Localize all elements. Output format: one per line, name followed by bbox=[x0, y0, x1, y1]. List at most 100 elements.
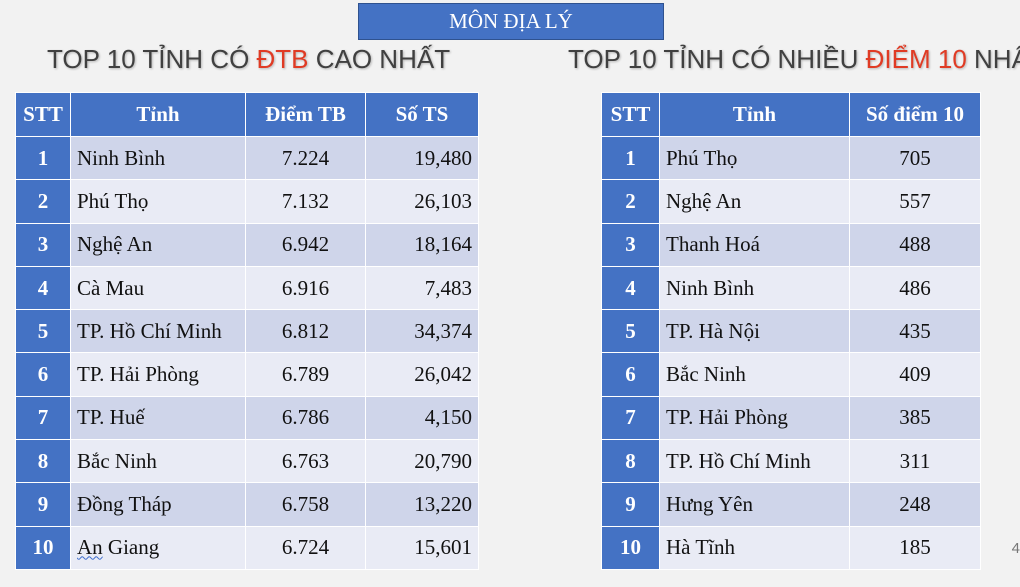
heading-top-average: TOP 10 TỈNH CÓ ĐTB CAO NHẤT bbox=[47, 42, 450, 76]
row-perfect-scores: 385 bbox=[849, 395, 981, 441]
table-header-row: STT Tỉnh Điểm TB Số TS bbox=[15, 92, 479, 137]
row-average: 6.758 bbox=[245, 482, 366, 527]
row-candidates: 26,103 bbox=[365, 179, 479, 224]
row-rank: 9 bbox=[15, 482, 71, 527]
row-candidates: 26,042 bbox=[365, 352, 479, 397]
table-row: 9 Đồng Tháp 6.758 13,220 bbox=[15, 482, 479, 527]
row-rank: 8 bbox=[601, 439, 660, 484]
row-province: Bắc Ninh bbox=[70, 439, 246, 484]
row-province: Hà Tĩnh bbox=[659, 525, 850, 570]
row-average: 7.224 bbox=[245, 135, 366, 181]
row-rank: 7 bbox=[15, 395, 71, 441]
col-header-average: Điểm TB bbox=[245, 92, 366, 137]
table-row: 10 An Giang 6.724 15,601 bbox=[15, 525, 479, 570]
table-row: 7 TP. Hải Phòng 385 bbox=[601, 395, 981, 441]
table-row: 8 TP. Hồ Chí Minh 311 bbox=[601, 439, 981, 484]
row-province: Nghệ An bbox=[70, 222, 246, 267]
row-average: 6.724 bbox=[245, 525, 366, 570]
heading-right-pre: TOP 10 TỈNH CÓ NHIỀU bbox=[568, 44, 866, 74]
col-header-stt: STT bbox=[15, 92, 71, 137]
row-province: Cà Mau bbox=[70, 265, 246, 311]
heading-left-post: CAO NHẤT bbox=[308, 44, 451, 74]
table-row: 1 Ninh Bình 7.224 19,480 bbox=[15, 135, 479, 181]
row-province: TP. Hồ Chí Minh bbox=[659, 439, 850, 484]
row-candidates: 15,601 bbox=[365, 525, 479, 570]
row-province: Thanh Hoá bbox=[659, 222, 850, 267]
row-candidates: 34,374 bbox=[365, 309, 479, 354]
row-average: 6.812 bbox=[245, 309, 366, 354]
col-header-province: Tỉnh bbox=[659, 92, 850, 137]
row-rank: 10 bbox=[601, 525, 660, 570]
row-average: 6.763 bbox=[245, 439, 366, 484]
row-average: 7.132 bbox=[245, 179, 366, 224]
table-row: 2 Nghệ An 557 bbox=[601, 179, 981, 224]
row-province: TP. Hải Phòng bbox=[70, 352, 246, 397]
row-candidates: 4,150 bbox=[365, 395, 479, 441]
row-candidates: 7,483 bbox=[365, 265, 479, 311]
row-province: Nghệ An bbox=[659, 179, 850, 224]
heading-right-highlight: ĐIỂM 10 bbox=[865, 44, 967, 74]
row-rank: 4 bbox=[15, 265, 71, 311]
row-perfect-scores: 488 bbox=[849, 222, 981, 267]
row-rank: 2 bbox=[15, 179, 71, 224]
table-row: 6 TP. Hải Phòng 6.789 26,042 bbox=[15, 352, 479, 397]
row-province: TP. Hà Nội bbox=[659, 309, 850, 354]
table-row: 5 TP. Hồ Chí Minh 6.812 34,374 bbox=[15, 309, 479, 354]
row-candidates: 18,164 bbox=[365, 222, 479, 267]
table-row: 3 Thanh Hoá 488 bbox=[601, 222, 981, 267]
row-perfect-scores: 185 bbox=[849, 525, 981, 570]
row-rank: 6 bbox=[601, 352, 660, 397]
row-average: 6.942 bbox=[245, 222, 366, 267]
row-perfect-scores: 311 bbox=[849, 439, 981, 484]
heading-right-post: NHẤT bbox=[974, 44, 1020, 74]
row-province: Phú Thọ bbox=[659, 135, 850, 181]
average-score-table: STT Tỉnh Điểm TB Số TS 1 Ninh Bình 7.224… bbox=[15, 92, 479, 570]
col-header-province: Tỉnh bbox=[70, 92, 246, 137]
row-rank: 1 bbox=[15, 135, 71, 181]
row-province: TP. Hồ Chí Minh bbox=[70, 309, 246, 354]
row-average: 6.916 bbox=[245, 265, 366, 311]
row-province: Ninh Bình bbox=[659, 265, 850, 311]
spellcheck-underlined-word[interactable]: An bbox=[77, 535, 103, 560]
row-rank: 7 bbox=[601, 395, 660, 441]
table-row: 4 Cà Mau 6.916 7,483 bbox=[15, 265, 479, 311]
table-row: 3 Nghệ An 6.942 18,164 bbox=[15, 222, 479, 267]
row-province: TP. Hải Phòng bbox=[659, 395, 850, 441]
heading-left-highlight: ĐTB bbox=[256, 44, 309, 74]
row-candidates: 20,790 bbox=[365, 439, 479, 484]
row-perfect-scores: 409 bbox=[849, 352, 981, 397]
row-province: Hưng Yên bbox=[659, 482, 850, 527]
subject-banner: MÔN ĐỊA LÝ bbox=[358, 3, 664, 40]
row-rank: 5 bbox=[15, 309, 71, 354]
row-rank: 3 bbox=[15, 222, 71, 267]
row-rank: 8 bbox=[15, 439, 71, 484]
row-average: 6.789 bbox=[245, 352, 366, 397]
table-row: 1 Phú Thọ 705 bbox=[601, 135, 981, 181]
row-rank: 3 bbox=[601, 222, 660, 267]
table-row: 8 Bắc Ninh 6.763 20,790 bbox=[15, 439, 479, 484]
row-province-rest: Giang bbox=[102, 535, 160, 560]
row-perfect-scores: 435 bbox=[849, 309, 981, 354]
heading-left-pre: TOP 10 TỈNH CÓ bbox=[47, 44, 257, 74]
row-candidates: 13,220 bbox=[365, 482, 479, 527]
col-header-stt: STT bbox=[601, 92, 660, 137]
row-province: Ninh Bình bbox=[70, 135, 246, 181]
col-header-perfect-scores: Số điểm 10 bbox=[849, 92, 981, 137]
row-rank: 2 bbox=[601, 179, 660, 224]
row-average: 6.786 bbox=[245, 395, 366, 441]
table-row: 7 TP. Huế 6.786 4,150 bbox=[15, 395, 479, 441]
page-number: 4 bbox=[1011, 540, 1020, 557]
heading-top-perfect-scores: TOP 10 TỈNH CÓ NHIỀU ĐIỂM 10 NHẤT bbox=[568, 42, 1020, 76]
row-perfect-scores: 557 bbox=[849, 179, 981, 224]
row-province: Bắc Ninh bbox=[659, 352, 850, 397]
table-header-row: STT Tỉnh Số điểm 10 bbox=[601, 92, 981, 137]
row-province: An Giang bbox=[70, 525, 246, 570]
row-rank: 9 bbox=[601, 482, 660, 527]
table-row: 5 TP. Hà Nội 435 bbox=[601, 309, 981, 354]
table-row: 9 Hưng Yên 248 bbox=[601, 482, 981, 527]
table-row: 10 Hà Tĩnh 185 bbox=[601, 525, 981, 570]
row-perfect-scores: 705 bbox=[849, 135, 981, 181]
row-perfect-scores: 486 bbox=[849, 265, 981, 311]
perfect-score-table: STT Tỉnh Số điểm 10 1 Phú Thọ 705 2 Nghệ… bbox=[601, 92, 981, 570]
table-row: 2 Phú Thọ 7.132 26,103 bbox=[15, 179, 479, 224]
